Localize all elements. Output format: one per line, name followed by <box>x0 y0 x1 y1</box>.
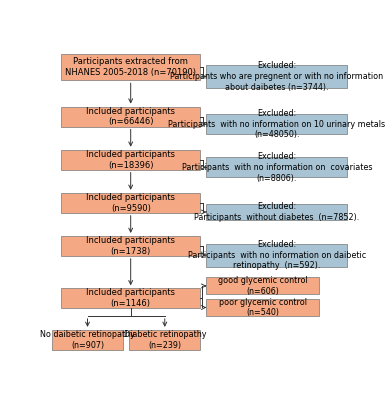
FancyBboxPatch shape <box>206 278 319 294</box>
Text: Excluded:
Participants  with no information on  covariates
(n=8806).: Excluded: Participants with no informati… <box>182 152 372 182</box>
FancyBboxPatch shape <box>61 54 201 80</box>
Text: Excluded:
Participants  with no information on daibetic
retinopathy  (n=592).: Excluded: Participants with no informati… <box>188 240 366 270</box>
Text: Included participants
(n=1738): Included participants (n=1738) <box>86 236 175 256</box>
FancyBboxPatch shape <box>52 330 123 350</box>
FancyBboxPatch shape <box>206 65 347 88</box>
FancyBboxPatch shape <box>61 193 201 213</box>
Text: Included participants
(n=18396): Included participants (n=18396) <box>86 150 175 170</box>
Text: Excluded:
Participants  with no information on 10 urinary metals
(n=48050).: Excluded: Participants with no informati… <box>169 109 386 140</box>
Text: Diabetic retinopathy
(n=239): Diabetic retinopathy (n=239) <box>124 330 206 350</box>
FancyBboxPatch shape <box>129 330 201 350</box>
Text: Participants extracted from
NHANES 2005-2018 (n=70190): Participants extracted from NHANES 2005-… <box>65 57 196 77</box>
Text: Included participants
(n=1146): Included participants (n=1146) <box>86 288 175 308</box>
Text: No daibetic retinopathy
(n=907): No daibetic retinopathy (n=907) <box>40 330 135 350</box>
Text: Included participants
(n=9590): Included participants (n=9590) <box>86 193 175 213</box>
FancyBboxPatch shape <box>206 204 347 220</box>
Text: poor glycemic control
(n=540): poor glycemic control (n=540) <box>219 298 307 317</box>
FancyBboxPatch shape <box>206 299 319 316</box>
Text: Excluded:
Participants  without diabetes  (n=7852).: Excluded: Participants without diabetes … <box>194 202 360 222</box>
FancyBboxPatch shape <box>206 114 347 134</box>
FancyBboxPatch shape <box>206 157 347 177</box>
FancyBboxPatch shape <box>206 244 347 267</box>
FancyBboxPatch shape <box>61 236 201 256</box>
FancyBboxPatch shape <box>61 150 201 170</box>
Text: Excluded:
Participants who are pregnent or with no information
about daibetes (n: Excluded: Participants who are pregnent … <box>170 61 384 92</box>
FancyBboxPatch shape <box>61 288 201 308</box>
Text: Included participants
(n=66446): Included participants (n=66446) <box>86 107 175 126</box>
FancyBboxPatch shape <box>61 106 201 126</box>
Text: good glycemic control
(n=606): good glycemic control (n=606) <box>218 276 307 296</box>
